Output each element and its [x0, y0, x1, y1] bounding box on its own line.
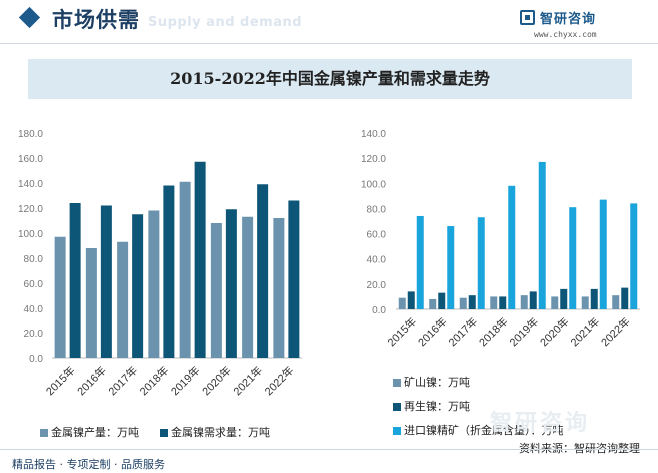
y-tick-label: 60.0 — [367, 230, 387, 241]
bar — [560, 288, 568, 309]
x-tick-label: 2015年 — [384, 314, 419, 349]
bar — [179, 181, 191, 358]
bar — [225, 209, 237, 358]
x-tick-label: 2017年 — [445, 314, 480, 349]
y-tick-label: 20.0 — [367, 280, 387, 291]
bar — [612, 295, 620, 309]
bar — [194, 161, 206, 358]
bar — [429, 298, 437, 309]
y-tick-label: 20.0 — [24, 329, 44, 340]
bar — [447, 226, 455, 309]
legend-imported-concentrate-label: 进口镍精矿（折金属含量）：万吨 — [404, 424, 564, 437]
brand-name: 智研咨询 — [540, 12, 597, 27]
y-tick-label: 120.0 — [18, 204, 43, 215]
y-tick-label: 100.0 — [18, 229, 43, 240]
legend-mine-nickel: 矿山镍：万吨 — [393, 374, 470, 390]
bar — [398, 297, 406, 309]
watermark: 智研咨询 — [490, 411, 591, 436]
footer-divider — [0, 449, 658, 450]
bar — [520, 295, 528, 309]
bar — [590, 288, 598, 309]
page-subtitle: Supply and demand — [148, 15, 303, 30]
bar — [117, 241, 129, 358]
y-tick-label: 60.0 — [24, 279, 44, 290]
bar — [85, 248, 97, 358]
bar — [538, 161, 546, 309]
header: 市场供需 Supply and demand 智研咨询 www.chyxx.co… — [0, 0, 658, 44]
bar — [288, 200, 300, 358]
brand-logo-icon — [520, 10, 535, 25]
brand-url: www.chyxx.com — [534, 30, 597, 39]
y-tick-label: 40.0 — [24, 304, 44, 315]
bar — [621, 287, 629, 309]
page-title: 市场供需 — [52, 8, 140, 32]
legend-demand-label: 金属镍需求量：万吨 — [171, 426, 270, 439]
bar — [529, 291, 537, 309]
legend-mine-nickel-label: 矿山镍：万吨 — [404, 376, 470, 389]
y-tick-label: 0.0 — [372, 305, 386, 316]
source-note: 资料来源：智研咨询整理 — [519, 442, 640, 455]
bar — [569, 207, 577, 309]
bar — [477, 217, 485, 309]
bar — [438, 292, 446, 309]
y-tick-label: 0.0 — [29, 354, 43, 365]
supply-source-chart: 0.020.040.060.080.0100.0120.0140.02015年2… — [361, 129, 640, 349]
legend-production-label: 金属镍产量：万吨 — [51, 426, 139, 439]
bar — [132, 214, 144, 358]
bar — [551, 296, 559, 309]
bar — [599, 199, 607, 309]
y-tick-label: 160.0 — [18, 154, 43, 165]
bar — [459, 297, 467, 309]
y-tick-label: 80.0 — [24, 254, 44, 265]
x-tick-label: 2019年 — [506, 314, 541, 349]
y-tick-label: 100.0 — [361, 179, 386, 190]
y-tick-label: 120.0 — [361, 154, 386, 165]
bar — [407, 291, 415, 309]
legend-imported-concentrate-swatch — [393, 427, 401, 435]
bar — [257, 184, 269, 358]
legend-recycled-nickel-label: 再生镍：万吨 — [404, 400, 470, 413]
bar — [69, 203, 81, 358]
production-demand-chart: 0.0 20.0 40.0 60.0 80.0 100.0 120.0 140.0 160.0 1… — [18, 129, 302, 398]
bar — [163, 185, 175, 358]
legend-demand: 金属镍需求量：万吨 — [160, 424, 270, 440]
legend-imported-concentrate: 进口镍精矿（折金属含量）：万吨 — [393, 422, 564, 438]
bar — [100, 205, 112, 358]
x-tick-label: 2016年 — [415, 314, 450, 349]
chart-title-banner: 2015-2022年中国金属镍产量和需求量走势 — [28, 59, 632, 99]
legend-demand-swatch — [160, 429, 168, 437]
x-tick-label: 2020年 — [537, 314, 572, 349]
y-tick-label: 140.0 — [18, 179, 43, 190]
bar — [581, 296, 589, 309]
bar — [490, 296, 498, 309]
chart-title: 2015-2022年中国金属镍产量和需求量走势 — [170, 69, 490, 88]
bar — [468, 295, 476, 309]
y-tick-label: 140.0 — [361, 129, 386, 140]
footer-tagline: 精品报告 · 专项定制 · 品质服务 — [12, 458, 165, 471]
bar — [499, 296, 507, 309]
legend-production-swatch — [40, 429, 48, 437]
header-divider — [0, 43, 658, 44]
bar — [210, 223, 222, 358]
x-tick-label: 2022年 — [598, 314, 633, 349]
legend-production: 金属镍产量：万吨 — [40, 424, 139, 440]
brand: 智研咨询 www.chyxx.com — [520, 8, 640, 44]
x-tick-label: 2018年 — [476, 314, 511, 349]
y-tick-label: 180.0 — [18, 129, 43, 140]
legend-recycled-nickel: 再生镍：万吨 — [393, 398, 470, 414]
bar — [630, 203, 638, 309]
y-tick-label: 80.0 — [367, 204, 387, 215]
legend-recycled-nickel-swatch — [393, 403, 401, 411]
y-tick-label: 40.0 — [367, 255, 387, 266]
bar — [242, 216, 254, 358]
bar — [54, 236, 66, 358]
bar — [416, 215, 424, 309]
bar — [148, 210, 160, 358]
legend-mine-nickel-swatch — [393, 379, 401, 387]
bar — [508, 185, 516, 309]
bar — [273, 218, 285, 358]
x-tick-label: 2021年 — [567, 314, 602, 349]
